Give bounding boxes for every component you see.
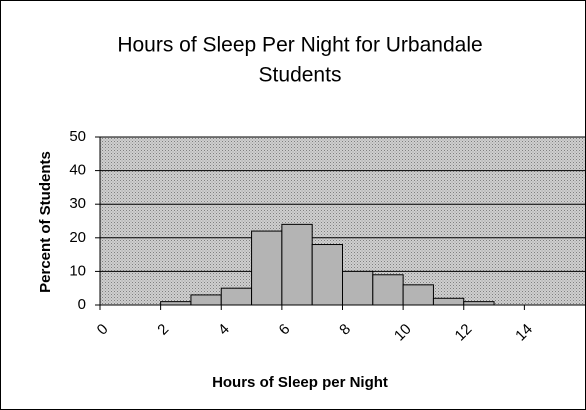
bar [251, 230, 283, 306]
y-tick-label: 20 [69, 229, 86, 246]
y-tick-label: 50 [69, 128, 86, 145]
bar [402, 284, 434, 306]
chart-title: Students [259, 64, 342, 87]
bar [160, 301, 192, 306]
bar [463, 301, 495, 306]
bar [281, 223, 313, 306]
x-axis-title: Hours of Sleep per Night [212, 374, 388, 391]
bar [190, 294, 222, 306]
chart-title: Hours of Sleep Per Night for Urbandale [117, 34, 482, 57]
bar [372, 274, 404, 306]
bar [342, 270, 374, 306]
bar [432, 297, 465, 306]
y-tick-label: 40 [69, 162, 86, 179]
y-tick-label: 30 [69, 195, 86, 212]
bar [220, 287, 253, 306]
bar [311, 244, 343, 306]
y-axis-title: Percent of Students [37, 151, 54, 293]
y-tick-label: 10 [69, 262, 86, 279]
y-tick-label: 0 [78, 296, 86, 313]
